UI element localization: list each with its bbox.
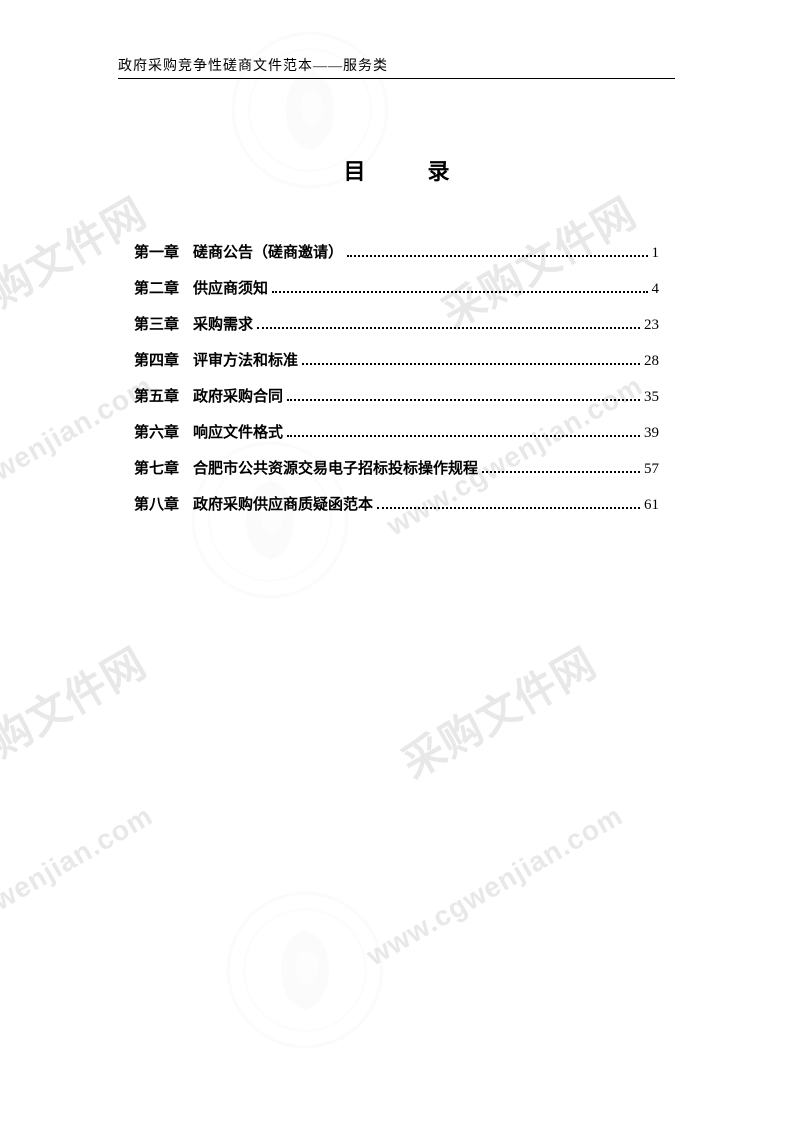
toc-dots bbox=[272, 291, 647, 293]
toc-item: 第二章 供应商须知 4 bbox=[134, 277, 659, 301]
toc-dots bbox=[287, 435, 640, 437]
toc-dots bbox=[482, 471, 640, 473]
toc-name: 政府采购供应商质疑函范本 bbox=[193, 493, 373, 517]
toc-page: 23 bbox=[644, 313, 659, 337]
toc-dots bbox=[257, 327, 640, 329]
toc-title: 目 录 bbox=[118, 154, 675, 186]
toc-dots bbox=[347, 255, 647, 257]
toc-item: 第八章 政府采购供应商质疑函范本 61 bbox=[134, 493, 659, 517]
toc-page: 1 bbox=[652, 241, 660, 265]
toc-chapter: 第四章 bbox=[134, 349, 179, 373]
toc-name: 合肥市公共资源交易电子招标投标操作规程 bbox=[193, 457, 478, 481]
toc-item: 第四章 评审方法和标准 28 bbox=[134, 349, 659, 373]
toc-page: 35 bbox=[644, 385, 659, 409]
watermark-url: www.cgwenjian.com bbox=[0, 800, 158, 973]
toc-chapter: 第五章 bbox=[134, 385, 179, 409]
toc-page: 28 bbox=[644, 349, 659, 373]
toc-page: 4 bbox=[652, 277, 660, 301]
toc-item: 第三章 采购需求 23 bbox=[134, 313, 659, 337]
header-text: 政府采购竞争性磋商文件范本——服务类 bbox=[118, 55, 675, 75]
toc-name: 采购需求 bbox=[193, 313, 253, 337]
toc-dots bbox=[302, 363, 640, 365]
toc-chapter: 第八章 bbox=[134, 493, 179, 517]
page-header: 政府采购竞争性磋商文件范本——服务类 bbox=[118, 55, 675, 79]
toc-chapter: 第七章 bbox=[134, 457, 179, 481]
toc-page: 39 bbox=[644, 421, 659, 445]
toc-name: 响应文件格式 bbox=[193, 421, 283, 445]
toc-page: 57 bbox=[644, 457, 659, 481]
toc-item: 第六章 响应文件格式 39 bbox=[134, 421, 659, 445]
toc-chapter: 第三章 bbox=[134, 313, 179, 337]
toc-chapter: 第六章 bbox=[134, 421, 179, 445]
toc-name: 政府采购合同 bbox=[193, 385, 283, 409]
toc-item: 第一章 磋商公告（磋商邀请） 1 bbox=[134, 241, 659, 265]
watermark-text: 采购文件网 bbox=[389, 630, 606, 790]
toc-chapter: 第二章 bbox=[134, 277, 179, 301]
toc-page: 61 bbox=[644, 493, 659, 517]
toc-name: 评审方法和标准 bbox=[193, 349, 298, 373]
toc-list: 第一章 磋商公告（磋商邀请） 1 第二章 供应商须知 4 第三章 采购需求 23… bbox=[118, 241, 675, 517]
toc-name: 供应商须知 bbox=[193, 277, 268, 301]
watermark-text: 采购文件网 bbox=[0, 630, 156, 790]
toc-name: 磋商公告（磋商邀请） bbox=[193, 241, 343, 265]
toc-dots bbox=[377, 507, 640, 509]
toc-item: 第五章 政府采购合同 35 bbox=[134, 385, 659, 409]
toc-dots bbox=[287, 399, 640, 401]
toc-item: 第七章 合肥市公共资源交易电子招标投标操作规程 57 bbox=[134, 457, 659, 481]
page-content: 政府采购竞争性磋商文件范本——服务类 目 录 第一章 磋商公告（磋商邀请） 1 … bbox=[0, 0, 793, 517]
toc-chapter: 第一章 bbox=[134, 241, 179, 265]
watermark-logo bbox=[225, 890, 385, 1050]
watermark-url: www.cgwenjian.com bbox=[361, 800, 628, 973]
